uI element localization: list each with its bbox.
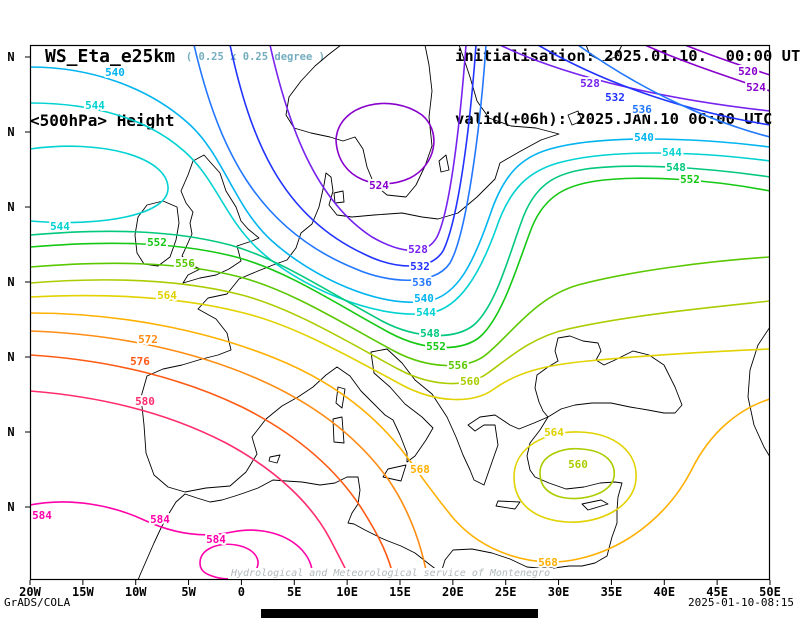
contour-label-564: 564 — [157, 289, 177, 302]
contour-label-544: 544 — [662, 146, 682, 159]
contour-520: 520 — [684, 45, 770, 80]
x-tick-label: 10W — [125, 585, 147, 599]
contour-label-568: 568 — [410, 463, 430, 476]
x-tick-label: 5W — [181, 585, 196, 599]
contour-label-552: 552 — [147, 236, 167, 249]
contour-label-540: 540 — [414, 292, 434, 305]
contour-536: 536 536 — [193, 45, 770, 291]
x-tick-label: 50E — [759, 585, 781, 599]
y-tick-label: N — [7, 350, 14, 364]
contour-label-568: 568 — [538, 556, 558, 569]
x-tick-label: 0 — [238, 585, 245, 599]
generation-timestamp: 2025-01-10-08:15 — [688, 596, 794, 609]
y-tick-label: N — [7, 425, 14, 439]
x-tick-label: 10E — [336, 585, 358, 599]
valid-line: valid(+06h): 2025.JAN.10 06:00 UTC — [455, 110, 773, 128]
x-tick-label: 5E — [287, 585, 301, 599]
x-axis: 20W 15W 10W 5W 0 5E 10E 15E 20E 25E 30E 35E 40E 45E 50… — [19, 580, 781, 599]
contour-552: 552 552 552 — [30, 171, 770, 355]
x-tick-label: 20W — [19, 585, 41, 599]
contour-564: 564 564 — [30, 287, 770, 523]
contour-label-536: 536 — [412, 276, 432, 289]
field-title: <500hPa> Height — [30, 111, 175, 130]
x-tick-label: 45E — [706, 585, 728, 599]
grads-credit: GrADS/COLA — [4, 596, 71, 609]
contour-label-540: 540 — [105, 66, 125, 79]
contour-label-576: 576 — [130, 355, 150, 368]
title-block: WS_Eta_e25km ( 0.25 x 0.25 degree ) <500… — [30, 4, 325, 173]
contour-label-584: 584 — [206, 533, 226, 546]
x-tick-label: 15W — [72, 585, 94, 599]
contour-548: 548 548 — [30, 159, 770, 342]
map-plot-area: 5205245245285285325325365365405405405445… — [30, 45, 770, 580]
contour-580: 580 — [30, 390, 351, 580]
x-tick-label: 30E — [548, 585, 570, 599]
model-name: WS_Eta_e25km — [45, 46, 176, 67]
contour-label-556: 556 — [175, 257, 195, 270]
contour-label-544: 544 — [416, 306, 436, 319]
coastlines — [134, 45, 770, 580]
contour-label-544: 544 — [85, 99, 105, 112]
contour-label-544: 544 — [50, 220, 70, 233]
bottom-bar — [261, 609, 538, 618]
x-tick-label: 40E — [653, 585, 675, 599]
contour-556: 556 556 — [30, 255, 770, 374]
map-frame — [29, 44, 771, 581]
contour-label-548: 548 — [666, 161, 686, 174]
contour-540: 540 540 540 — [30, 64, 770, 307]
contour-label-528: 528 — [580, 77, 600, 90]
watermark-text: Hydrological and Meteorological service … — [228, 568, 554, 579]
y-tick-label: N — [7, 500, 14, 514]
contour-label-540: 540 — [634, 131, 654, 144]
contour-560: 560 560 — [30, 279, 770, 500]
contour-label-532: 532 — [605, 91, 625, 104]
contour-576: 576 — [30, 353, 395, 580]
model-title-line: WS_Eta_e25km ( 0.25 x 0.25 degree ) — [45, 46, 325, 68]
x-tick-label: 35E — [601, 585, 623, 599]
contour-label-536: 536 — [632, 103, 652, 116]
contour-label-584: 584 — [32, 509, 52, 522]
contour-568: 568 568 — [30, 312, 770, 571]
contour-label-560: 560 — [568, 458, 588, 471]
x-tick-label: 20E — [442, 585, 464, 599]
contour-label-552: 552 — [680, 173, 700, 186]
contour-label-564: 564 — [544, 426, 564, 439]
contour-label-556: 556 — [448, 359, 468, 372]
contour-572: 572 — [30, 330, 429, 580]
contour-label-524: 524 — [369, 179, 389, 192]
contour-label-524: 524 — [746, 81, 766, 94]
contour-label-548: 548 — [420, 327, 440, 340]
contour-label-572: 572 — [138, 333, 158, 346]
y-tick-label: N — [7, 275, 14, 289]
contour-532: 532 532 — [229, 45, 770, 275]
contour-label-580: 580 — [135, 395, 155, 408]
y-tick-label: N — [7, 200, 14, 214]
x-tick-label: 25E — [495, 585, 517, 599]
contour-label-528: 528 — [408, 243, 428, 256]
x-tick-label: 15E — [389, 585, 411, 599]
y-axis: N N N N N N N — [7, 50, 30, 514]
contour-label-520: 520 — [738, 65, 758, 78]
y-tick-label: N — [7, 50, 14, 64]
contour-label-532: 532 — [410, 260, 430, 273]
contour-544: 544 544 544 544 — [30, 97, 770, 321]
y-tick-label: N — [7, 125, 14, 139]
contour-label-552: 552 — [426, 340, 446, 353]
contour-524: 524 524 — [335, 45, 770, 194]
contour-label-584: 584 — [150, 513, 170, 526]
contour-584: 584 584 584 — [30, 501, 313, 580]
contour-label-560: 560 — [460, 375, 480, 388]
resolution-label: ( 0.25 x 0.25 degree ) — [185, 51, 325, 63]
